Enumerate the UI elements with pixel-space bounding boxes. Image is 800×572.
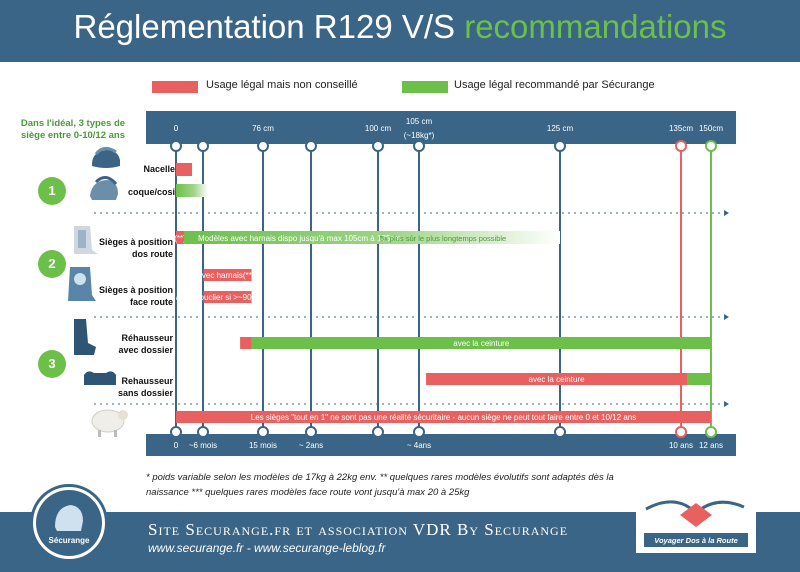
legend-swatch-red [152, 81, 198, 93]
age-tick-label-2: 15 mois [249, 441, 277, 450]
segment-bar-3 [184, 231, 560, 244]
segment-bar-6 [203, 291, 252, 303]
segment-label-11: Les sièges "tout en 1" ne sont pas une r… [251, 413, 636, 422]
segment-bar-8 [251, 337, 712, 349]
age-tick-label-1: ~6 mois [189, 441, 217, 450]
footer-websites[interactable]: www.securange.fr - www.securange-leblog.… [148, 541, 386, 555]
age-tick-label-4: ~ 4ans [407, 441, 431, 450]
header-bar [0, 0, 800, 62]
segment-label-8: avec la ceinture [453, 339, 510, 348]
row-label-coque: coque/cosi [127, 187, 175, 197]
row-label-rehausseur-sans: Rehausseur sans dossier [117, 376, 173, 398]
timeline-marker-top-0 [170, 140, 182, 152]
legend-label-red: Usage légal mais non conseillé [206, 79, 358, 91]
height-tick-sublabel-3: (~18kg*) [404, 131, 435, 140]
age-tick-label-6: 12 ans [699, 441, 723, 450]
segment-label-2: (**) [174, 234, 186, 243]
legend-swatch-green [402, 81, 448, 93]
dos-route-seat-illustration [74, 226, 98, 254]
separator-arrow-2 [724, 401, 729, 407]
timeline-marker-bottom-8 [705, 426, 717, 438]
segment-bar-0 [176, 163, 193, 176]
timeline-marker-top-2 [257, 140, 269, 152]
segment-bar-9 [426, 373, 687, 385]
separator-arrow-0 [724, 210, 729, 216]
age-tick-label-5: 10 ans [669, 441, 693, 450]
timeline-marker-bottom-0 [170, 426, 182, 438]
height-tick-label-3: 105 cm [406, 117, 433, 126]
legend-label-green: Usage légal recommandé par Sécurange [454, 79, 655, 91]
row-label-face-route: Sièges à position face route [98, 285, 173, 307]
segment-bar-11 [176, 411, 711, 423]
height-tick-label-2: 100 cm [365, 124, 392, 133]
row-label-nacelle: Nacelle [143, 164, 175, 174]
height-axis-bar [146, 111, 736, 144]
timeline-marker-top-5 [413, 140, 425, 152]
vdr-logo[interactable]: Voyager Dos à la Route [636, 489, 756, 553]
rehausseur-sans-illustration [84, 371, 116, 385]
segment-label-6: avec bouclier si >~90cm (***) [176, 293, 279, 302]
group-number-1: 1 [38, 177, 66, 205]
segment-label-4: 5x plus sûr le plus longtemps possible [380, 234, 506, 243]
timeline-marker-bottom-4 [372, 426, 384, 438]
segment-bar-5 [203, 269, 252, 281]
sidebar-note: Dans l'idéal, 3 types de siège entre 0-1… [20, 118, 126, 141]
logo-right-text: Voyager Dos à la Route [654, 536, 738, 545]
timeline-marker-top-3 [305, 140, 317, 152]
height-tick-label-4: 125 cm [547, 124, 574, 133]
row-label-rehausseur-dossier: Réhausseur avec dossier [118, 333, 173, 355]
timeline-marker-bottom-6 [554, 426, 566, 438]
height-tick-label-6: 150cm [699, 124, 723, 133]
segment-bar-2 [176, 231, 185, 244]
rehausseur-dossier-illustration [74, 319, 96, 355]
timeline-marker-bottom-3 [305, 426, 317, 438]
face-route-seat-illustration [68, 267, 96, 301]
timeline-marker-top-6 [554, 140, 566, 152]
segment-bar-1 [176, 184, 209, 197]
timeline-marker-bottom-1 [197, 426, 209, 438]
separator-arrow-1 [724, 314, 729, 320]
securange-logo[interactable]: Sécurange [30, 484, 108, 562]
age-tick-label-3: ~ 2ans [299, 441, 323, 450]
height-tick-label-1: 76 cm [252, 124, 274, 133]
sheep-illustration [91, 409, 128, 437]
group-number-2: 2 [38, 250, 66, 278]
coque-illustration [90, 176, 118, 200]
timeline-marker-top-7 [675, 140, 687, 152]
segment-label-3: Modèles avec harnais dispo jusqu'à max 1… [198, 234, 401, 243]
segment-bar-10 [687, 373, 711, 385]
timeline-marker-bottom-5 [413, 426, 425, 438]
timeline-marker-bottom-2 [257, 426, 269, 438]
segment-label-9: avec la ceinture [529, 375, 586, 384]
footnote: * poids variable selon les modèles de 17… [146, 472, 614, 498]
logo-left-text: Sécurange [48, 536, 90, 545]
timeline-marker-top-1 [197, 140, 209, 152]
timeline-marker-top-4 [372, 140, 384, 152]
height-tick-label-5: 135cm [669, 124, 693, 133]
segment-bar-7 [240, 337, 252, 349]
height-tick-label-0: 0 [174, 124, 179, 133]
age-axis-bar [146, 434, 736, 456]
nacelle-illustration [92, 147, 120, 168]
page-title: Réglementation R129 V/S recommandations [73, 8, 727, 45]
timeline-marker-bottom-7 [675, 426, 687, 438]
age-tick-label-0: 0 [174, 441, 179, 450]
group-number-3: 3 [38, 350, 66, 378]
timeline-marker-top-8 [705, 140, 717, 152]
footer-title: Site Securange.fr et association VDR By … [148, 520, 569, 539]
row-label-dos-route: Sièges à position dos route [98, 237, 173, 259]
segment-label-5: avec harnais(***) [197, 271, 257, 280]
